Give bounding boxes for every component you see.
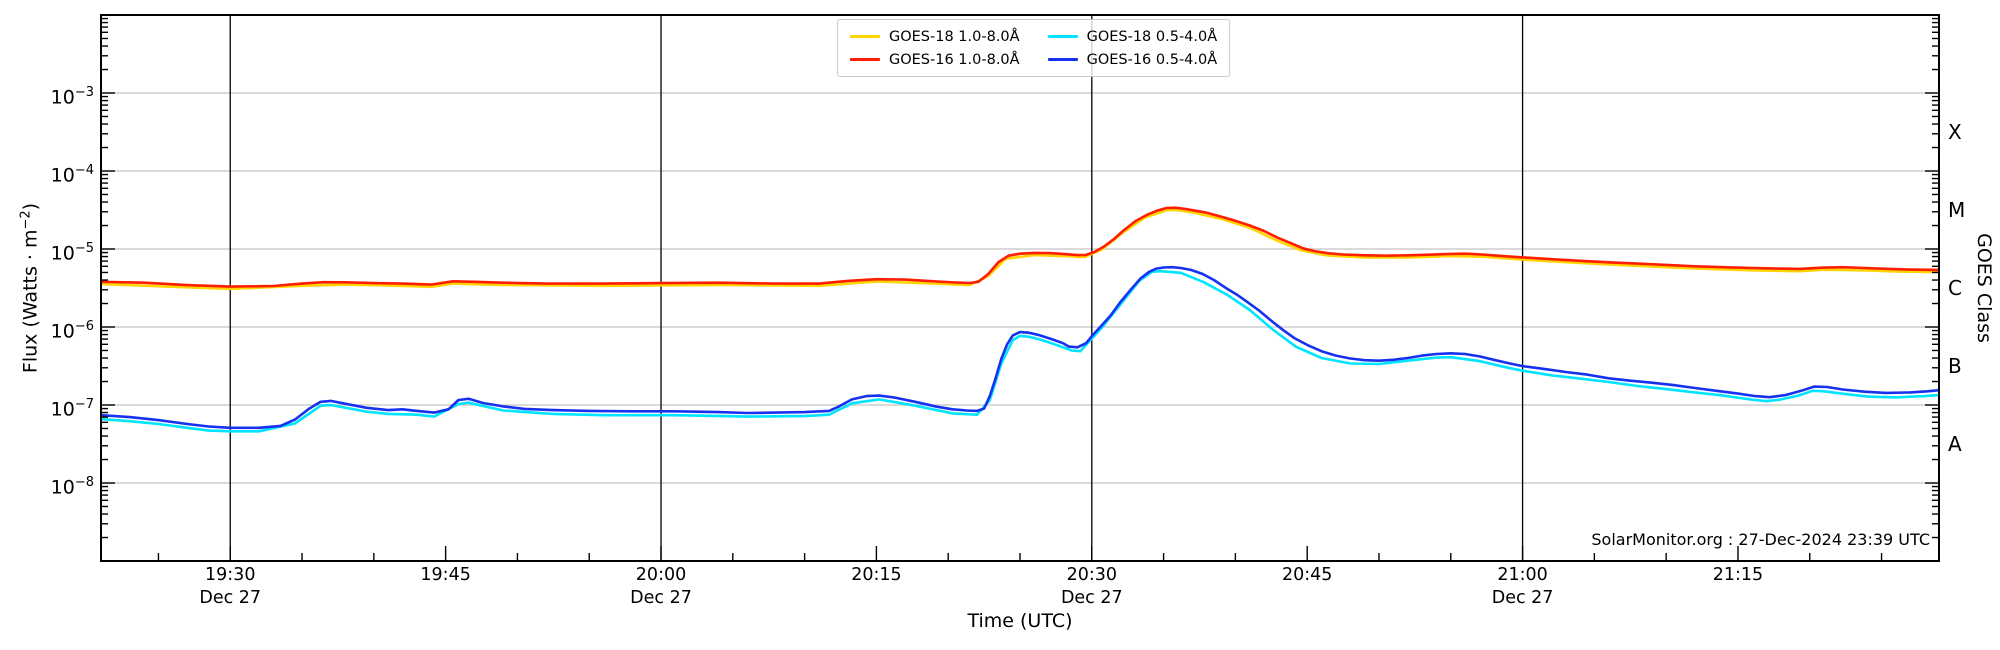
- y-tick-label: 10−5: [50, 241, 94, 265]
- y-axis-title: Flux (Watts · m−2): [18, 203, 41, 373]
- x-tick-label: 20:00: [635, 565, 687, 585]
- y-axis-title-exponent: −2: [18, 210, 34, 230]
- y-tick-label: 10−6: [50, 319, 94, 343]
- series-goes-16-long: [101, 206, 1939, 288]
- x-tick-label: 19:30: [205, 565, 256, 585]
- legend-item-goes16-long: GOES-16 1.0-8.0Å: [850, 48, 1020, 71]
- legend-label: GOES-16 0.5-4.0Å: [1086, 51, 1218, 68]
- legend-item-goes16-short: GOES-16 0.5-4.0Å: [1047, 48, 1218, 71]
- goes-class-letter-b: B: [1948, 354, 1962, 378]
- plot-frame: [100, 14, 1940, 562]
- y-tick-label: 10−4: [50, 163, 94, 187]
- legend-item-goes18-long: GOES-18 1.0-8.0Å: [850, 25, 1020, 48]
- x-tick-date-label: Dec 27: [1491, 588, 1554, 608]
- x-tick-label: 20:30: [1066, 565, 1118, 585]
- goes-class-letter-c: C: [1948, 276, 1962, 300]
- goes-class-letter-a: A: [1948, 432, 1962, 456]
- x-tick-label: 21:15: [1712, 565, 1764, 585]
- source-annotation: SolarMonitor.org : 27-Dec-2024 23:39 UTC: [1591, 530, 1930, 549]
- legend: GOES-18 1.0-8.0Å GOES-16 1.0-8.0Å GOES-1…: [837, 19, 1231, 77]
- legend-item-goes18-short: GOES-18 0.5-4.0Å: [1047, 25, 1218, 48]
- x-axis-title: Time (UTC): [967, 610, 1073, 632]
- legend-line-swatch-goes18-short: [1047, 35, 1078, 38]
- legend-line-swatch-goes16-long: [850, 58, 880, 61]
- legend-line-swatch-goes18-long: [850, 35, 880, 38]
- y-tick-label: 10−7: [50, 397, 94, 421]
- y-tick-label: 10−3: [50, 85, 94, 109]
- legend-label: GOES-16 1.0-8.0Å: [889, 51, 1020, 68]
- x-tick-date-label: Dec 27: [630, 588, 692, 608]
- legend-label: GOES-18 1.0-8.0Å: [889, 28, 1020, 45]
- series-curves: [101, 206, 1939, 433]
- x-tick-label: 21:00: [1497, 565, 1548, 585]
- x-tick-label: 20:15: [851, 565, 902, 585]
- x-tick-date-label: Dec 27: [1060, 588, 1123, 608]
- goes-class-letter-m: M: [1948, 198, 1966, 222]
- decade-gridlines: [101, 92, 1939, 484]
- x-tick-label: 20:45: [1281, 565, 1333, 585]
- series-goes-16-short: [101, 265, 1939, 430]
- time-gridlines: [229, 15, 1524, 561]
- series-goes-18-long: [101, 208, 1939, 291]
- x-tick-label: 19:45: [420, 565, 471, 585]
- axis-ticks: [101, 17, 1939, 561]
- goes-class-letter-x: X: [1948, 120, 1962, 144]
- legend-line-swatch-goes16-short: [1047, 58, 1078, 61]
- y-tick-label: 10−8: [50, 475, 94, 499]
- y-axis-title-suffix: ): [19, 202, 42, 211]
- x-tick-date-label: Dec 27: [199, 588, 262, 608]
- series-goes-18-short: [101, 269, 1939, 433]
- legend-label: GOES-18 0.5-4.0Å: [1086, 28, 1218, 45]
